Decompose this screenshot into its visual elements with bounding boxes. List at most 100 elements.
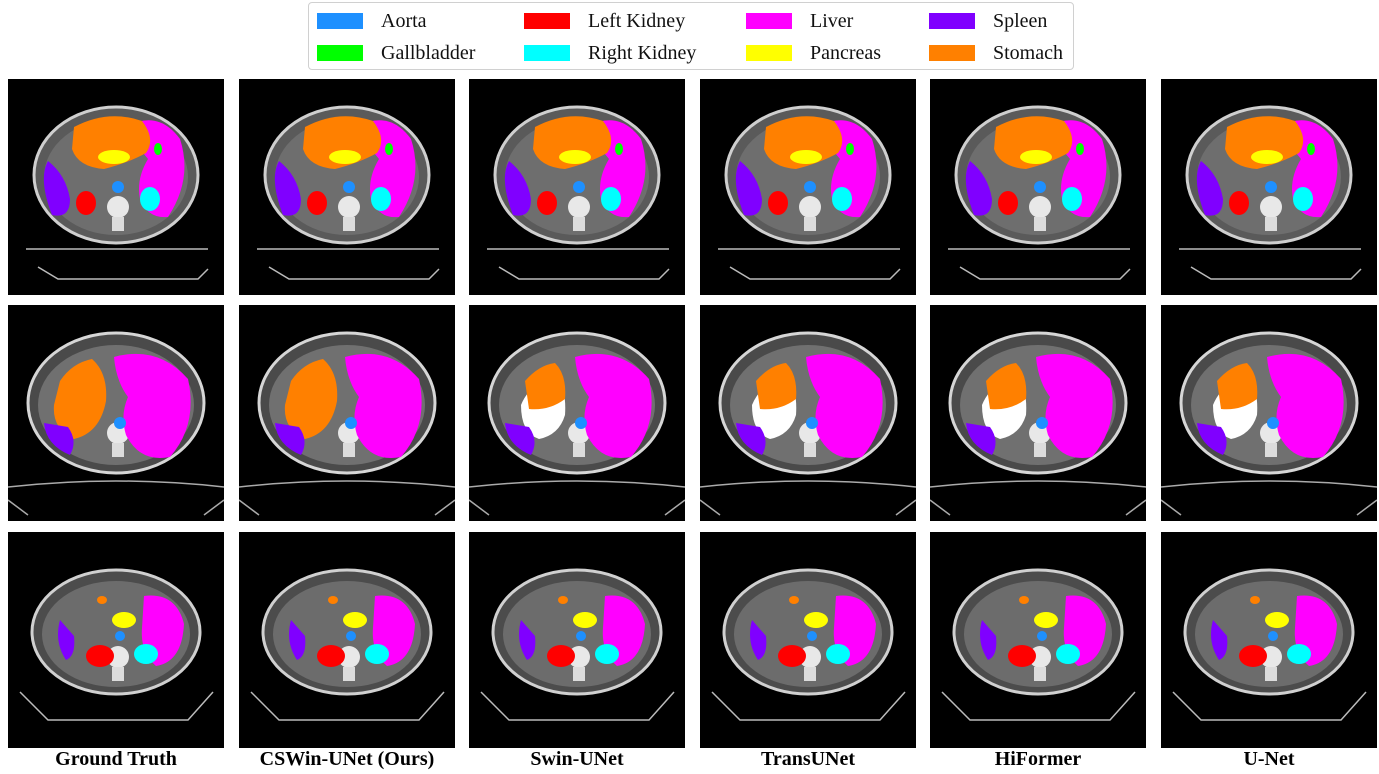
legend-swatch-gallbladder <box>317 45 363 61</box>
spleen-mask <box>275 423 305 455</box>
spleen-mask <box>504 161 531 216</box>
stomach-mask <box>1250 596 1260 604</box>
column-label-swin-unet: Swin-UNet <box>530 748 624 770</box>
spleen-mask <box>505 423 535 455</box>
legend-swatch-stomach <box>929 45 975 61</box>
ct-slice-panel <box>239 305 455 521</box>
liver-mask <box>1036 353 1113 459</box>
right-kidney-mask <box>134 644 158 664</box>
aorta-mask <box>1268 631 1278 641</box>
legend-label: Pancreas <box>810 41 882 64</box>
ct-slice-image <box>711 568 906 721</box>
spleen-mask <box>980 620 997 660</box>
right-kidney-mask <box>601 187 621 211</box>
ct-slice-image <box>250 568 445 721</box>
legend-label: Liver <box>810 9 854 32</box>
gallbladder-mask <box>1076 143 1084 155</box>
legend-item-liver: Liver <box>746 9 854 32</box>
column-label-hiformer: HiFormer <box>994 748 1082 770</box>
ct-slice-panel <box>469 79 685 295</box>
liver-mask <box>1267 353 1344 459</box>
spleen-mask <box>735 161 762 216</box>
pancreas-mask <box>1034 612 1058 628</box>
aorta-mask <box>806 417 818 429</box>
spleen-mask <box>966 423 996 455</box>
pancreas-mask <box>98 150 130 164</box>
column-label-ground-truth: Ground Truth <box>55 748 177 770</box>
ct-slice-image <box>700 331 916 516</box>
stomach-mask <box>1019 596 1029 604</box>
stomach-mask <box>303 116 382 169</box>
ct-slice-image <box>487 105 670 280</box>
stomach-mask <box>328 596 338 604</box>
spleen-mask <box>736 423 766 455</box>
right-kidney-mask <box>371 187 391 211</box>
left-kidney-mask <box>76 191 96 215</box>
stomach-mask <box>533 116 612 169</box>
ct-slice-image <box>1179 105 1362 280</box>
ct-slice-panel <box>8 305 224 521</box>
pancreas-mask <box>1020 150 1052 164</box>
ct-slice-panel <box>1161 305 1377 521</box>
right-kidney-mask <box>140 187 160 211</box>
pancreas-mask <box>329 150 361 164</box>
spleen-mask <box>43 161 70 216</box>
legend-label: Stomach <box>993 41 1063 64</box>
legend-label: Aorta <box>381 9 427 32</box>
legend-label: Left Kidney <box>588 9 686 32</box>
aorta-mask <box>114 417 126 429</box>
spleen-mask <box>750 620 767 660</box>
legend-swatch-right-kidney <box>524 45 570 61</box>
pancreas-mask <box>573 612 597 628</box>
gallbladder-mask <box>385 143 393 155</box>
aorta-mask <box>1265 181 1277 193</box>
pancreas-mask <box>343 612 367 628</box>
legend-item-left-kidney: Left Kidney <box>524 9 686 32</box>
aorta-mask <box>1267 417 1279 429</box>
left-kidney-mask <box>1229 191 1249 215</box>
legend-swatch-pancreas <box>746 45 792 61</box>
pancreas-mask <box>804 612 828 628</box>
spleen-mask <box>44 423 74 455</box>
stomach-mask <box>986 363 1027 410</box>
ct-slice-panel <box>700 532 916 748</box>
right-kidney-mask <box>1293 187 1313 211</box>
right-kidney-mask <box>595 644 619 664</box>
aorta-mask <box>115 631 125 641</box>
left-kidney-mask <box>1239 645 1267 667</box>
legend-swatch-left-kidney <box>524 13 570 29</box>
pancreas-mask <box>1251 150 1283 164</box>
right-kidney-mask <box>826 644 850 664</box>
pancreas-mask <box>1265 612 1289 628</box>
ct-slice-panel <box>1161 79 1377 295</box>
right-kidney-mask <box>365 644 389 664</box>
left-kidney-mask <box>307 191 327 215</box>
ct-slice-panel <box>469 305 685 521</box>
pancreas-mask <box>112 612 136 628</box>
left-kidney-mask <box>998 191 1018 215</box>
stomach-mask <box>994 116 1073 169</box>
ct-slice-image <box>1172 568 1367 721</box>
spleen-mask <box>289 620 306 660</box>
liver-mask <box>806 353 883 459</box>
legend-item-gallbladder: Gallbladder <box>317 42 475 64</box>
aorta-mask <box>807 631 817 641</box>
aorta-mask <box>1034 181 1046 193</box>
aorta-mask <box>112 181 124 193</box>
legend-swatch-liver <box>746 13 792 29</box>
column-label-cswin-unet: CSWin-UNet (Ours) <box>259 748 435 770</box>
liver-mask <box>345 353 422 459</box>
stomach-mask <box>756 363 797 410</box>
right-kidney-mask <box>1056 644 1080 664</box>
ct-slice-image <box>257 105 440 280</box>
ct-slice-image <box>948 105 1131 280</box>
left-kidney-mask <box>86 645 114 667</box>
ct-slice-panel <box>1161 532 1377 748</box>
gallbladder-mask <box>846 143 854 155</box>
legend-item-stomach: Stomach <box>929 41 1063 64</box>
ct-slice-panel <box>8 79 224 295</box>
legend-item-right-kidney: Right Kidney <box>524 42 696 64</box>
legend: Aorta Gallbladder Left Kidney Right Kidn… <box>308 2 1074 70</box>
legend-item-aorta: Aorta <box>317 9 427 32</box>
ct-slice-image <box>930 331 1146 516</box>
